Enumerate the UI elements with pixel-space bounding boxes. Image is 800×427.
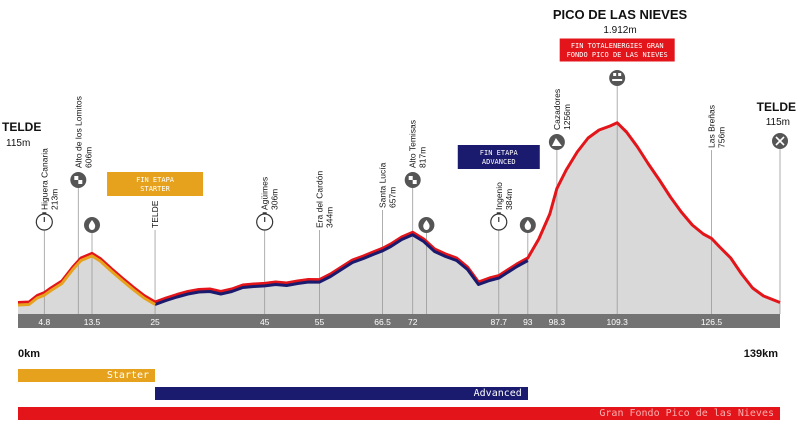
start-elevation-label: 115m bbox=[6, 138, 30, 149]
km-tick-label: 93 bbox=[523, 317, 533, 327]
point-elevation-label: 657m bbox=[388, 187, 398, 208]
finish-town-label: TELDE bbox=[757, 100, 796, 114]
km-tick-label: 87.7 bbox=[490, 317, 507, 327]
legend-bar-label: Advanced bbox=[473, 388, 522, 399]
km-tick-label: 55 bbox=[315, 317, 325, 327]
legend-bar-gran: Gran Fondo Pico de las Nieves bbox=[18, 407, 780, 420]
km-tick-label: 98.3 bbox=[549, 317, 566, 327]
legend-bar-starter: Starter bbox=[18, 369, 156, 382]
km-tick-label: 45 bbox=[260, 317, 270, 327]
point-elevation-label: 213m bbox=[49, 189, 59, 210]
mountain-icon bbox=[548, 134, 565, 150]
stopwatch-icon bbox=[490, 212, 508, 231]
summit-elevation-label: 1.912m bbox=[603, 25, 636, 36]
legend-bar-label: Gran Fondo Pico de las Nieves bbox=[599, 408, 774, 419]
point-name-label: TELDE bbox=[150, 200, 160, 228]
starter-finish-box-text: FIN ETAPA bbox=[136, 176, 175, 184]
start-town-label: TELDE bbox=[2, 120, 41, 134]
point-name-label: Cazadores bbox=[552, 89, 562, 130]
granfondo-route-line bbox=[17, 121, 781, 304]
legend-bar-label: Starter bbox=[106, 370, 150, 381]
point-elevation-label: 344m bbox=[325, 207, 335, 228]
starter-route-line bbox=[17, 254, 156, 307]
water-drop-icon bbox=[84, 217, 101, 233]
granfondo-finish-box bbox=[558, 37, 676, 63]
advanced-route-line bbox=[154, 233, 529, 306]
distance-axis-band bbox=[18, 314, 780, 328]
elevation-area bbox=[18, 122, 780, 314]
km-tick-label: 4.8 bbox=[38, 317, 50, 327]
point-name-label: Alto Temisas bbox=[408, 120, 418, 168]
point-elevation-label: 606m bbox=[83, 147, 93, 168]
kom-flag-icon bbox=[70, 172, 87, 188]
summit-badge-icon bbox=[609, 70, 626, 86]
point-name-label: Era del Cardón bbox=[315, 171, 325, 228]
point-elevation-label: 756m bbox=[716, 127, 726, 148]
km-start-label: 0km bbox=[18, 348, 40, 360]
granfondo-finish-box-text: FONDO PICO DE LAS NIEVES bbox=[567, 51, 668, 59]
kom-flag-icon bbox=[404, 172, 421, 188]
km-tick-label: 126.5 bbox=[701, 317, 723, 327]
summit-name-label: PICO DE LAS NIEVES bbox=[553, 7, 688, 22]
advanced-finish-box-text: ADVANCED bbox=[482, 158, 516, 166]
point-elevation-label: 384m bbox=[504, 189, 514, 210]
point-name-label: Ingenio bbox=[494, 182, 504, 210]
advanced-finish-box-text: FIN ETAPA bbox=[480, 149, 519, 157]
starter-finish-box-text: STARTER bbox=[140, 185, 170, 193]
point-name-label: Santa Lucía bbox=[378, 162, 388, 208]
point-name-label: Agüimes bbox=[260, 177, 270, 210]
km-tick-label: 72 bbox=[408, 317, 418, 327]
legend-bar-advanced: Advanced bbox=[155, 387, 528, 400]
advanced-finish-box bbox=[457, 145, 540, 169]
starter-finish-box bbox=[107, 172, 204, 196]
point-name-label: Higuera Canaria bbox=[39, 148, 49, 210]
granfondo-finish-box-text: FIN TOTALENERGIES GRAN bbox=[571, 42, 664, 50]
finish-elevation-label: 115m bbox=[766, 117, 790, 128]
point-elevation-label: 306m bbox=[270, 189, 280, 210]
point-elevation-label: 817m bbox=[418, 147, 428, 168]
km-end-label: 139km bbox=[744, 348, 778, 360]
km-tick-label: 109.3 bbox=[607, 317, 629, 327]
stopwatch-icon bbox=[35, 212, 53, 231]
point-name-label: Alto de los Lomitos bbox=[73, 96, 83, 168]
km-tick-label: 25 bbox=[150, 317, 160, 327]
cutlery-icon bbox=[772, 133, 788, 149]
km-tick-label: 66.5 bbox=[374, 317, 391, 327]
km-tick-label: 13.5 bbox=[84, 317, 101, 327]
stopwatch-icon bbox=[256, 212, 274, 231]
water-drop-icon bbox=[519, 217, 536, 233]
point-name-label: Las Breñas bbox=[706, 105, 716, 148]
point-elevation-label: 1256m bbox=[562, 104, 572, 130]
water-drop-icon bbox=[418, 217, 435, 233]
